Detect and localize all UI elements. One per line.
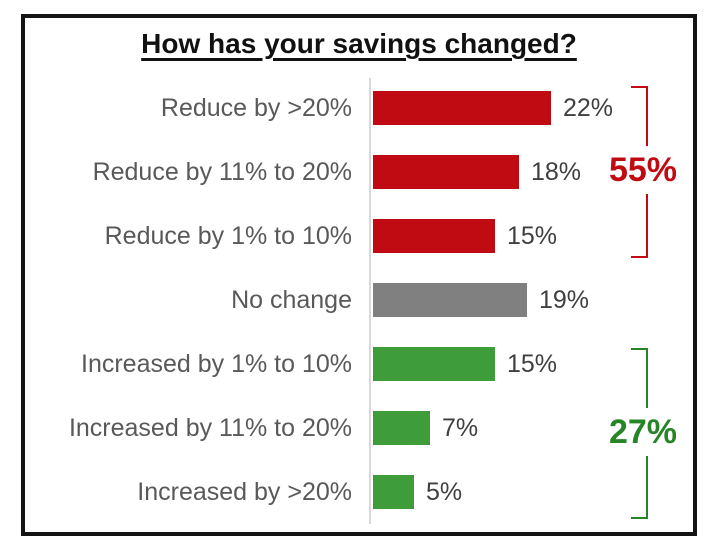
chart-row: Reduce by 1% to 10% 15% [25, 204, 693, 268]
category-label: Reduce by 11% to 20% [92, 157, 352, 186]
bar [373, 475, 414, 509]
value-label: 18% [531, 157, 582, 186]
chart-row: Increased by 11% to 20% 7% [25, 396, 693, 460]
chart-row: Increased by 1% to 10% 15% [25, 332, 693, 396]
axis-baseline [369, 78, 371, 524]
value-label: 5% [426, 477, 463, 506]
category-label: Reduce by 1% to 10% [104, 221, 352, 250]
category-label: Reduce by >20% [160, 93, 352, 122]
bar [373, 347, 495, 381]
increase-group-total: 27% [606, 408, 680, 456]
category-label: No change [231, 285, 352, 314]
bar [373, 91, 551, 125]
value-label: 15% [507, 349, 558, 378]
chart-rows: Reduce by >20% 22% Reduce by 11% to 20% … [25, 76, 693, 524]
chart-row: Increased by >20% 5% [25, 460, 693, 524]
reduce-group-total: 55% [606, 146, 680, 194]
value-label: 15% [507, 221, 558, 250]
bar [373, 283, 527, 317]
value-label: 22% [563, 93, 614, 122]
category-label: Increased by >20% [137, 477, 352, 506]
value-label: 7% [442, 413, 479, 442]
chart-row: Reduce by >20% 22% [25, 76, 693, 140]
bar [373, 411, 430, 445]
chart-row: Reduce by 11% to 20% 18% [25, 140, 693, 204]
chart-title: How has your savings changed? [141, 28, 577, 59]
chart-border-frame: How has your savings changed? Reduce by … [21, 14, 697, 536]
category-label: Increased by 11% to 20% [68, 413, 352, 442]
bar [373, 219, 495, 253]
chart-row: No change 19% [25, 268, 693, 332]
bar [373, 155, 519, 189]
value-label: 19% [539, 285, 590, 314]
category-label: Increased by 1% to 10% [81, 349, 352, 378]
